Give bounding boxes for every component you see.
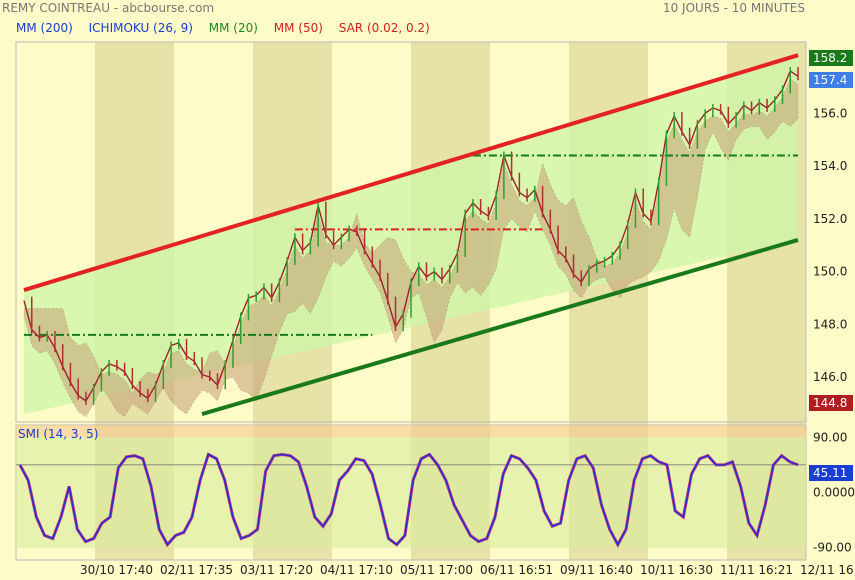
channel-fill	[24, 55, 798, 415]
price-tick-label: 148.0	[813, 317, 847, 331]
x-tick-label: 10/11 16:30	[640, 563, 713, 577]
x-tick-label: 05/11 17:00	[400, 563, 473, 577]
price-tick-label: 156.0	[813, 106, 847, 120]
x-tick-label: 06/11 16:51	[480, 563, 553, 577]
price-tick-label: 146.0	[813, 370, 847, 384]
chart-title: REMY COINTREAU - abcbourse.com	[2, 1, 215, 15]
x-tick-label: 09/11 16:40	[560, 563, 633, 577]
tag-smi-last: 45.11	[809, 465, 853, 481]
x-tick-label: 04/11 17:10	[320, 563, 393, 577]
price-tick-label: 154.0	[813, 159, 847, 173]
x-tick-label: 30/10 17:40	[80, 563, 153, 577]
price-frame	[15, 41, 807, 423]
tag-low: 144.8	[809, 395, 853, 411]
osc-tick-label: 90.00	[813, 430, 847, 444]
chart-period: 10 JOURS - 10 MINUTES	[662, 1, 805, 15]
legend-mm20: MM (20)	[208, 21, 258, 35]
oscillator-label: SMI (14, 3, 5)	[18, 427, 98, 441]
resistance-trendline	[23, 53, 799, 292]
osc-tick-label: 0.0000	[813, 486, 855, 500]
x-tick-label: 12/11 16:11	[800, 563, 855, 577]
x-tick-label: 02/11 17:35	[160, 563, 233, 577]
overbought-zone	[16, 425, 806, 438]
support-trendline	[201, 237, 799, 417]
x-tick-label: 11/11 16:21	[720, 563, 793, 577]
price-tick-label: 152.0	[813, 212, 847, 226]
smi-line	[19, 453, 799, 547]
tag-high: 158.2	[809, 50, 853, 66]
legend-mm50: MM (50)	[273, 21, 323, 35]
legend-ichimoku: ICHIMOKU (26, 9)	[88, 21, 193, 35]
x-tick-label: 03/11 17:20	[240, 563, 313, 577]
indicator-legend: MM (200) ICHIMOKU (26, 9) MM (20) MM (50…	[16, 21, 442, 35]
price-tick-label: 150.0	[813, 265, 847, 279]
legend-mm200: MM (200)	[16, 21, 73, 35]
osc-tick-label: -90.00	[813, 541, 852, 555]
legend-sar: SAR (0.02, 0.2)	[338, 21, 430, 35]
tag-last: 157.4	[809, 72, 853, 88]
